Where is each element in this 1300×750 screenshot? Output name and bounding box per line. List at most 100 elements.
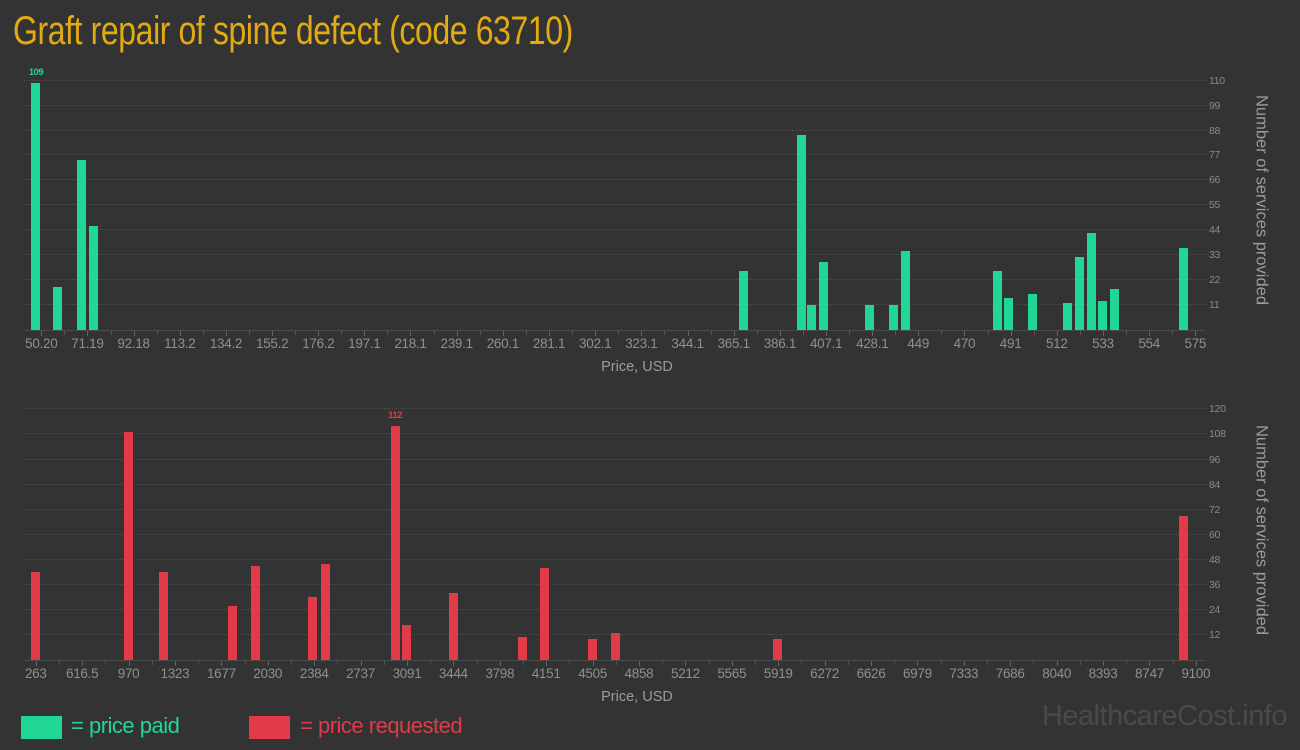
price-paid-bar[interactable]	[901, 250, 911, 330]
x-tick-mark	[779, 331, 781, 336]
price-requested-bar[interactable]	[772, 639, 782, 660]
watermark-brand: HealthcareCost.info	[1041, 700, 1288, 732]
y-tick-label: 88	[1209, 124, 1221, 137]
price-paid-x-axis-title: Price, USD	[601, 359, 673, 375]
price-paid-bar[interactable]	[53, 286, 63, 330]
gridline	[22, 304, 1207, 306]
price-requested-bar[interactable]	[517, 637, 527, 660]
price-paid-bar[interactable]	[1179, 248, 1189, 330]
x-tick-label: 239.1	[440, 336, 474, 351]
price-paid-bar[interactable]	[31, 82, 41, 330]
x-tick-label: 5919	[763, 666, 793, 681]
x-tick-label: 263	[24, 666, 47, 681]
price-paid-bar[interactable]	[88, 225, 98, 330]
x-tick-label: 1677	[206, 666, 236, 681]
gridline	[22, 533, 1207, 535]
x-tick-label: 2384	[299, 666, 329, 681]
price-requested-bar[interactable]	[124, 432, 134, 660]
price-requested-bar[interactable]	[1179, 515, 1189, 660]
price-paid-bar[interactable]	[818, 262, 828, 330]
x-tick-mark	[685, 661, 687, 666]
price-requested-bar[interactable]	[448, 593, 458, 660]
price-paid-bar[interactable]	[76, 160, 86, 330]
price-paid-bar[interactable]	[1097, 300, 1107, 330]
x-tick-label: 491	[999, 336, 1022, 351]
y-tick-label: 44	[1209, 224, 1221, 237]
x-minor-tick-mark	[803, 331, 805, 335]
price-paid-bar[interactable]	[889, 305, 899, 330]
price-requested-bar[interactable]	[611, 632, 621, 660]
gridline	[22, 558, 1207, 560]
y-tick-label: 12	[1209, 628, 1221, 641]
x-tick-label: 344.1	[671, 336, 704, 351]
gridline	[22, 279, 1207, 281]
price-requested-bar[interactable]	[158, 572, 168, 660]
x-minor-tick-mark	[1126, 661, 1128, 665]
price-requested-bar[interactable]	[228, 605, 238, 660]
x-minor-tick-mark	[64, 331, 66, 335]
price-paid-bar[interactable]	[1004, 298, 1014, 330]
x-minor-tick-mark	[1079, 331, 1081, 335]
x-minor-tick-mark	[525, 331, 527, 335]
x-tick-mark	[549, 331, 551, 336]
x-tick-mark	[592, 661, 594, 666]
price-paid-bar[interactable]	[1074, 257, 1084, 330]
legend: = price paid = price requested	[0, 713, 700, 743]
price-requested-bar[interactable]	[539, 568, 549, 660]
x-tick-mark	[128, 661, 130, 666]
x-minor-tick-mark	[433, 331, 435, 335]
x-tick-label: 512	[1045, 336, 1068, 351]
price-paid-chart: 109 50.20 71.19 92.18 113.2 134.2 155.2 176.2 1…	[0, 67, 1300, 415]
x-tick-mark	[174, 661, 176, 666]
y-tick-label: 110	[1209, 74, 1225, 87]
gridline	[22, 408, 1207, 410]
x-tick-mark	[918, 331, 920, 336]
x-minor-tick-mark	[430, 661, 432, 665]
price-paid-bar[interactable]	[1063, 302, 1073, 330]
x-minor-tick-mark	[1172, 331, 1174, 335]
price-paid-bar[interactable]	[1028, 293, 1038, 330]
x-tick-mark	[687, 331, 689, 336]
gridline	[22, 583, 1207, 585]
x-tick-label: 8747	[1135, 666, 1164, 681]
x-minor-tick-mark	[801, 661, 803, 665]
gridline	[22, 508, 1207, 510]
price-paid-bar[interactable]	[993, 271, 1003, 330]
price-requested-bar[interactable]	[390, 426, 400, 660]
price-paid-bar[interactable]	[1109, 289, 1119, 330]
price-paid-bar[interactable]	[738, 271, 748, 330]
price-requested-bar[interactable]	[31, 572, 41, 660]
x-tick-mark	[267, 661, 269, 666]
x-tick-label: 6272	[810, 666, 839, 681]
price-requested-legend-label: = price requested	[300, 713, 463, 738]
x-minor-tick-mark	[987, 331, 989, 335]
x-minor-tick-mark	[940, 661, 942, 665]
y-tick-label: 22	[1209, 274, 1221, 287]
x-tick-mark	[595, 331, 597, 336]
x-tick-label: 8393	[1088, 666, 1118, 681]
x-tick-label: 2030	[253, 666, 283, 681]
x-tick-label: 3091	[392, 666, 422, 681]
price-requested-bar[interactable]	[250, 566, 260, 660]
price-paid-bar[interactable]	[1086, 232, 1096, 330]
price-requested-bar[interactable]	[402, 624, 412, 660]
x-minor-tick-mark	[198, 661, 200, 665]
x-minor-tick-mark	[615, 661, 617, 665]
x-tick-label: 218.1	[394, 336, 427, 351]
x-tick-label: 155.2	[256, 336, 289, 351]
x-tick-label: 554	[1138, 336, 1160, 351]
x-tick-mark	[453, 661, 455, 666]
price-paid-bar[interactable]	[796, 135, 806, 330]
price-requested-bar[interactable]	[321, 563, 331, 660]
price-requested-bar[interactable]	[587, 639, 597, 660]
x-minor-tick-mark	[476, 661, 478, 665]
x-tick-label: 260.1	[486, 336, 520, 351]
x-tick-label: 386.1	[763, 336, 797, 351]
price-paid-bar[interactable]	[807, 305, 817, 330]
x-tick-label: 3798	[485, 666, 515, 681]
price-paid-x-axis-labels: 50.20 71.19 92.18 113.2 134.2 155.2 176.2 197.1…	[25, 336, 1206, 354]
price-requested-bar[interactable]	[308, 597, 318, 660]
x-tick-mark	[225, 331, 227, 336]
price-paid-bar[interactable]	[865, 305, 875, 330]
